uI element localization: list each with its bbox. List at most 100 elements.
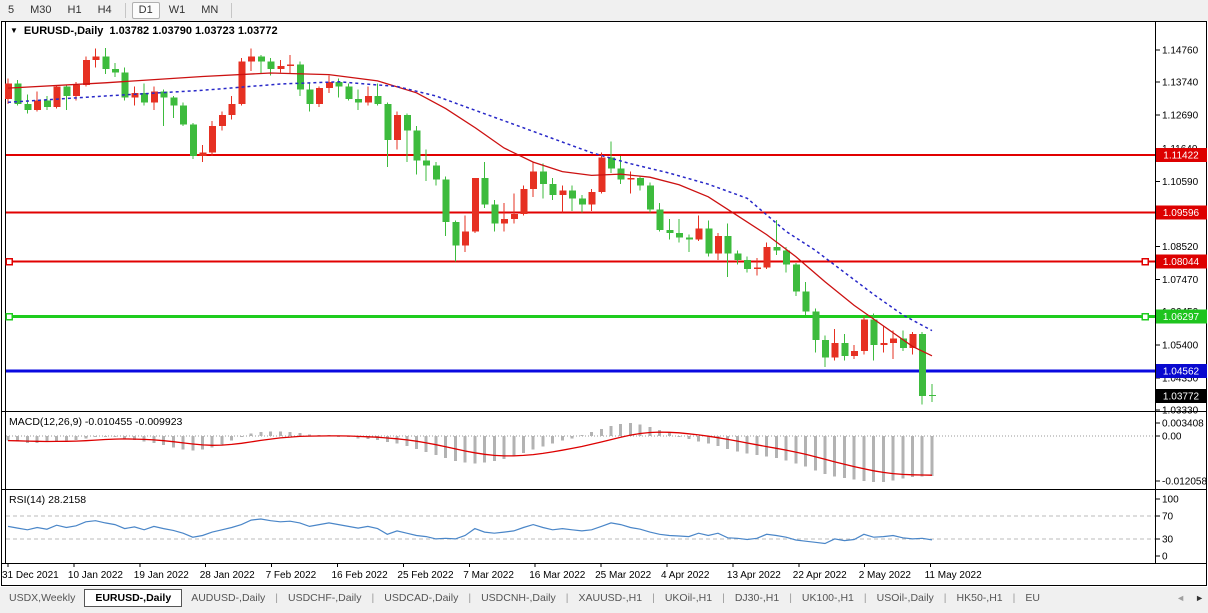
timeframe-button-5[interactable]: 5: [8, 4, 15, 16]
svg-text:1.09596: 1.09596: [1163, 208, 1200, 219]
tab-separator: |: [468, 592, 472, 604]
ma-fast-line: [7, 72, 933, 357]
svg-text:31 Dec 2021: 31 Dec 2021: [2, 570, 59, 581]
tab-usdcnh-daily[interactable]: USDCNH-,Daily: [481, 592, 556, 604]
timeframe-button-h4[interactable]: H4: [97, 4, 112, 16]
price-label: [1156, 148, 1207, 163]
svg-text:10 Jan 2022: 10 Jan 2022: [68, 570, 123, 581]
tab-separator: |: [652, 592, 655, 604]
svg-text:0.003408: 0.003408: [1162, 419, 1204, 430]
tab-ukoil-h1[interactable]: UKOil-,H1: [664, 592, 713, 604]
tab-usdx-weekly[interactable]: USDX,Weekly: [9, 592, 76, 604]
svg-text:1.03330: 1.03330: [1162, 406, 1199, 417]
price-label: [1156, 254, 1207, 269]
horizontal-lines[interactable]: [5, 154, 1155, 373]
timeframe-toolbar: 5 M30 H1 H4 D1 W1 MN: [0, 0, 1208, 21]
main-plot-area[interactable]: [6, 22, 1155, 411]
svg-text:16 Feb 2022: 16 Feb 2022: [332, 570, 389, 581]
tab-usdcad-daily[interactable]: USDCAD-,Daily: [384, 592, 459, 604]
svg-text:1.12690: 1.12690: [1162, 111, 1199, 122]
tab-usoil-daily[interactable]: USOil-,Daily: [876, 592, 934, 604]
tab-separator: |: [863, 592, 867, 604]
svg-text:1.04350: 1.04350: [1162, 373, 1199, 384]
svg-text:30: 30: [1162, 534, 1174, 545]
svg-text:7 Feb 2022: 7 Feb 2022: [266, 570, 317, 581]
svg-text:11 May 2022: 11 May 2022: [925, 570, 983, 581]
svg-text:0: 0: [1162, 552, 1168, 563]
macd-indicator-label: MACD(12,26,9) -0.010455 -0.009923: [9, 416, 183, 428]
svg-text:1.03772: 1.03772: [1163, 392, 1200, 403]
price-label: [1156, 309, 1207, 324]
svg-text:70: 70: [1162, 512, 1174, 523]
svg-text:2 May 2022: 2 May 2022: [859, 570, 912, 581]
timeframe-button-w1[interactable]: W1: [168, 4, 186, 16]
svg-text:0.00: 0.00: [1162, 432, 1182, 443]
price-label: [1156, 389, 1207, 404]
tab-eu[interactable]: EU: [1025, 592, 1040, 604]
svg-text:4 Apr 2022: 4 Apr 2022: [661, 570, 710, 581]
tab-separator: |: [565, 592, 569, 604]
line-handle[interactable]: [5, 312, 13, 321]
tabs-container: USDX,Weekly EURUSD-,Daily AUDUSD-,Daily | US…: [0, 589, 1152, 607]
symbol-tabbar: USDX,Weekly EURUSD-,Daily AUDUSD-,Daily | US…: [0, 587, 1208, 613]
price-label: [1156, 364, 1207, 379]
line-handle[interactable]: [5, 257, 13, 266]
tab-separator: |: [722, 592, 725, 604]
svg-text:1.08520: 1.08520: [1162, 242, 1199, 253]
svg-text:1.08044: 1.08044: [1163, 257, 1200, 268]
chart-title: ▼ EURUSD-,Daily 1.03782 1.03790 1.03723 …: [10, 25, 278, 37]
svg-text:25 Feb 2022: 25 Feb 2022: [397, 570, 454, 581]
tab-eurusd-daily[interactable]: EURUSD-,Daily: [84, 589, 183, 607]
svg-text:1.07470: 1.07470: [1162, 275, 1199, 286]
svg-text:19 Jan 2022: 19 Jan 2022: [134, 570, 189, 581]
symbol-label: EURUSD-,Daily: [23, 25, 104, 37]
line-handle[interactable]: [1141, 257, 1149, 266]
ma-slow-line: [7, 81, 933, 332]
svg-text:22 Apr 2022: 22 Apr 2022: [793, 570, 847, 581]
tab-separator: |: [275, 592, 279, 604]
svg-text:100: 100: [1162, 495, 1179, 506]
svg-text:1.14760: 1.14760: [1162, 46, 1199, 57]
tab-dj30-h1[interactable]: DJ30-,H1: [734, 592, 780, 604]
svg-text:13 Apr 2022: 13 Apr 2022: [727, 570, 781, 581]
tab-usdchf-daily[interactable]: USDCHF-,Daily: [288, 592, 362, 604]
toolbar-separator: [124, 3, 126, 18]
symbol-dropdown-icon[interactable]: ▼: [10, 25, 18, 35]
svg-text:1.11422: 1.11422: [1163, 151, 1199, 162]
timeframe-button-m30[interactable]: M30: [30, 4, 52, 16]
tab-xauusd-h1[interactable]: XAUUSD-,H1: [578, 592, 643, 604]
timeframe-button-d1[interactable]: D1: [131, 2, 160, 19]
svg-text:7 Mar 2022: 7 Mar 2022: [463, 570, 514, 581]
timeframe-button-h1[interactable]: H1: [67, 4, 82, 16]
svg-text:1.05400: 1.05400: [1162, 340, 1199, 351]
rsi-line: [7, 518, 933, 545]
tab-separator: |: [371, 592, 375, 604]
svg-text:25 Mar 2022: 25 Mar 2022: [595, 570, 652, 581]
rsi-indicator-label: RSI(14) 28.2158: [9, 494, 87, 506]
svg-text:-0.012058: -0.012058: [1162, 477, 1207, 488]
svg-text:28 Jan 2022: 28 Jan 2022: [200, 570, 255, 581]
svg-text:1.04562: 1.04562: [1163, 367, 1200, 378]
tab-separator: |: [1012, 592, 1016, 604]
timeframe-button-mn[interactable]: MN: [201, 4, 219, 16]
window-border: [1, 21, 1207, 586]
line-handle[interactable]: [1141, 312, 1149, 321]
rsi-panel[interactable]: [6, 491, 1155, 563]
tab-separator: |: [789, 592, 792, 604]
tab-hk50-h1[interactable]: HK50-,H1: [956, 592, 1003, 604]
macd-signal-line: [7, 431, 932, 476]
tab-scroll-right-icon[interactable]: ►: [1195, 593, 1204, 603]
tab-audusd-daily[interactable]: AUDUSD-,Daily: [191, 592, 266, 604]
svg-text:1.10590: 1.10590: [1162, 177, 1199, 188]
tab-scroll-left-icon[interactable]: ◄: [1176, 593, 1186, 603]
svg-text:1.13740: 1.13740: [1162, 78, 1199, 89]
svg-text:16 Mar 2022: 16 Mar 2022: [529, 570, 586, 581]
toolbar-separator: [231, 3, 233, 18]
tab-separator: |: [943, 592, 947, 604]
tab-uk100-h1[interactable]: UK100-,H1: [801, 592, 854, 604]
macd-histogram: [6, 423, 934, 483]
ohlc-values: 1.03782 1.03790 1.03723 1.03772: [109, 25, 278, 37]
price-label: [1156, 205, 1207, 220]
